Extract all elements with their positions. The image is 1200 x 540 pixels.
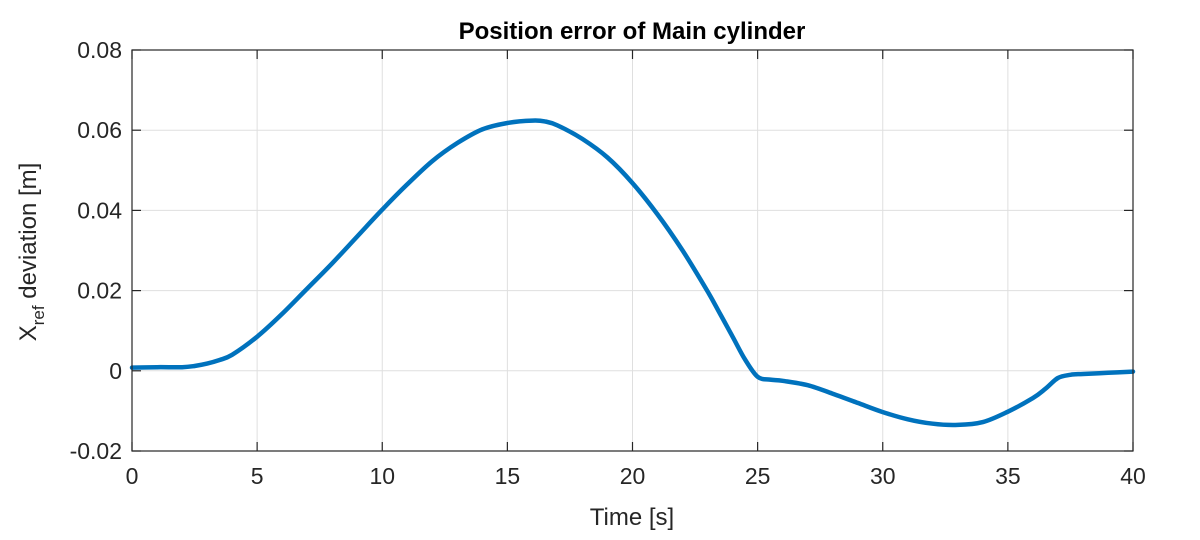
plot-frame — [131, 49, 1134, 452]
y-axis-label-subscript: ref — [29, 305, 48, 325]
grid-layer — [131, 49, 1134, 452]
x-tick-label: 25 — [745, 463, 771, 489]
x-tick-label: 20 — [620, 463, 646, 489]
x-tick-label: 5 — [251, 463, 264, 489]
x-tick-label: 35 — [995, 463, 1021, 489]
y-tick-label: 0.04 — [77, 197, 122, 223]
y-axis-label-rest: deviation [m] — [15, 163, 42, 306]
y-tick-label: 0.02 — [77, 278, 122, 304]
chart-title: Position error of Main cylinder — [459, 18, 806, 45]
x-axis-label: Time [s] — [590, 504, 674, 531]
x-tick-label: 0 — [126, 463, 139, 489]
x-tick-label: 10 — [369, 463, 395, 489]
y-tick-label: 0.06 — [77, 117, 122, 143]
x-tick-label: 40 — [1120, 463, 1146, 489]
y-tick-label: 0 — [109, 358, 122, 384]
y-tick-label: -0.02 — [70, 438, 122, 464]
x-tick-label: 30 — [870, 463, 896, 489]
x-tick-label: 15 — [495, 463, 521, 489]
series-line-position-error — [129, 118, 1136, 428]
y-axis-label: Xref deviation [m] — [15, 163, 48, 342]
y-tick-label: 0.08 — [77, 37, 122, 63]
y-axis-label-main: X — [15, 325, 42, 341]
